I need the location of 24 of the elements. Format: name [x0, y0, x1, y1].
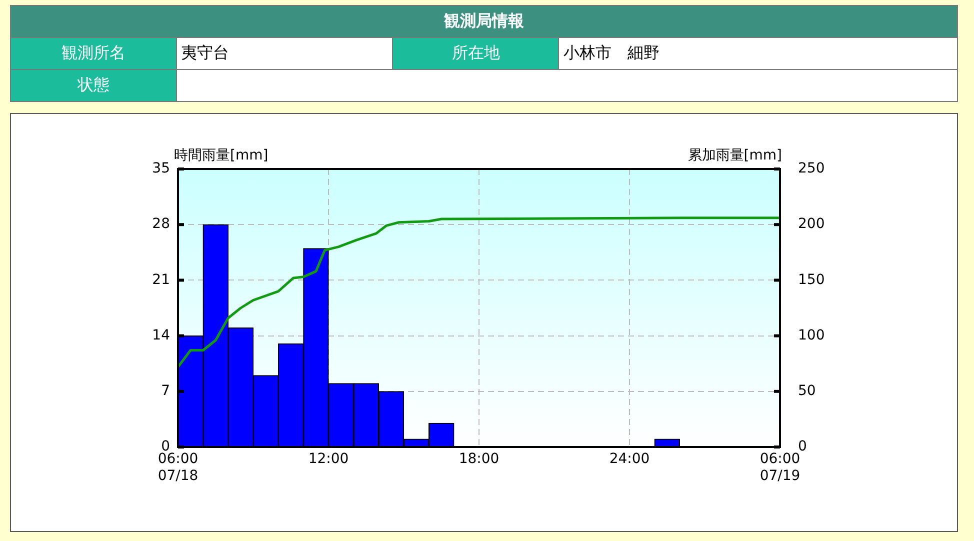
x-tick-label: 24:00 — [609, 451, 650, 468]
y2-tick-label: 0 — [798, 438, 807, 455]
x-tick-label: 06:00 07/18 — [158, 451, 198, 484]
y-axis-title: 時間雨量[mm] — [174, 148, 268, 164]
text: 所在地 — [392, 38, 559, 70]
y2-axis-title: 累加雨量[mm] — [688, 148, 782, 164]
y-tick-label: 35 — [152, 160, 170, 177]
y2-tick-label: 50 — [798, 383, 816, 400]
y2-tick-label: 200 — [798, 216, 825, 232]
text: 夷守台 — [176, 38, 393, 70]
chart-title: 観測局情報 — [10, 6, 958, 38]
text: 観測所名 — [10, 38, 176, 70]
y2-tick-label: 100 — [798, 327, 825, 344]
y-tick-label: 14 — [152, 327, 170, 344]
y-tick-label: 7 — [161, 383, 170, 400]
text: 状態 — [10, 70, 176, 102]
y-tick-label: 21 — [152, 272, 170, 288]
y2-tick-label: 250 — [798, 160, 825, 177]
text: 小林市 細野 — [558, 38, 958, 70]
y-tick-label: 28 — [152, 216, 170, 232]
x-tick-label: 12:00 — [308, 451, 349, 468]
y2-tick-label: 150 — [798, 272, 825, 288]
x-tick-label: 06:00 07/19 — [760, 451, 800, 484]
x-tick-label: 18:00 — [458, 451, 500, 468]
